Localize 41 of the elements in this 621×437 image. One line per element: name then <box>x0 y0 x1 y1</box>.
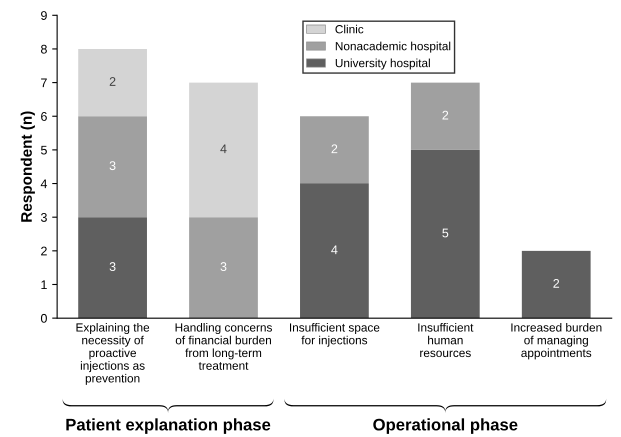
bar <box>189 82 258 218</box>
y-tick-label: 9 <box>41 11 47 20</box>
y-tick-label: 5 <box>40 146 47 155</box>
bar <box>410 150 480 318</box>
y-tick-label: 1 <box>41 280 47 290</box>
x-tick-label: Handling concerns of financial burden from long-term treatment <box>176 322 272 370</box>
bar <box>410 82 480 150</box>
bar <box>78 116 147 218</box>
y-tick-label: 8 <box>41 44 47 54</box>
data-label: 2 <box>442 110 448 120</box>
y-tick-label: 4 <box>40 179 48 188</box>
data-label: 3 <box>110 262 116 272</box>
legend-label: University hospital <box>336 58 430 70</box>
bar <box>189 217 258 318</box>
data-label: 3 <box>110 161 116 170</box>
bar <box>300 116 369 184</box>
data-label: 3 <box>220 262 226 272</box>
legend-label: Nonacademic hospital <box>336 42 450 53</box>
x-tick-label: Explaining the necessity of proactive injections as prevention <box>76 322 150 385</box>
bar <box>522 250 591 318</box>
legend-label: Clinic <box>335 24 364 34</box>
y-tick-label: 7 <box>41 78 47 88</box>
data-label: 4 <box>220 144 227 154</box>
y-axis-title: Respondent (n) <box>20 111 35 222</box>
x-tick-label: Increased burden of managing appointments <box>511 322 602 360</box>
bar <box>300 184 369 318</box>
y-tick-label: 2 <box>41 246 47 256</box>
x-tick-label: Insufficient human resources <box>418 322 474 358</box>
text: Patient explanation phase <box>66 418 270 434</box>
data-label: 2 <box>110 77 116 86</box>
text: Operational phase <box>373 418 518 434</box>
y-tick-label: 6 <box>41 112 47 121</box>
y-tick-label: 0 <box>40 314 47 323</box>
data-label: 2 <box>553 278 560 288</box>
y-tick-label: 3 <box>40 212 47 222</box>
bar <box>78 217 147 318</box>
data-label: 5 <box>442 228 448 238</box>
bar <box>78 48 147 116</box>
data-label: 2 <box>332 144 338 154</box>
x-tick-label: Insufficient space for injections <box>290 322 380 347</box>
data-label: 4 <box>331 245 338 254</box>
